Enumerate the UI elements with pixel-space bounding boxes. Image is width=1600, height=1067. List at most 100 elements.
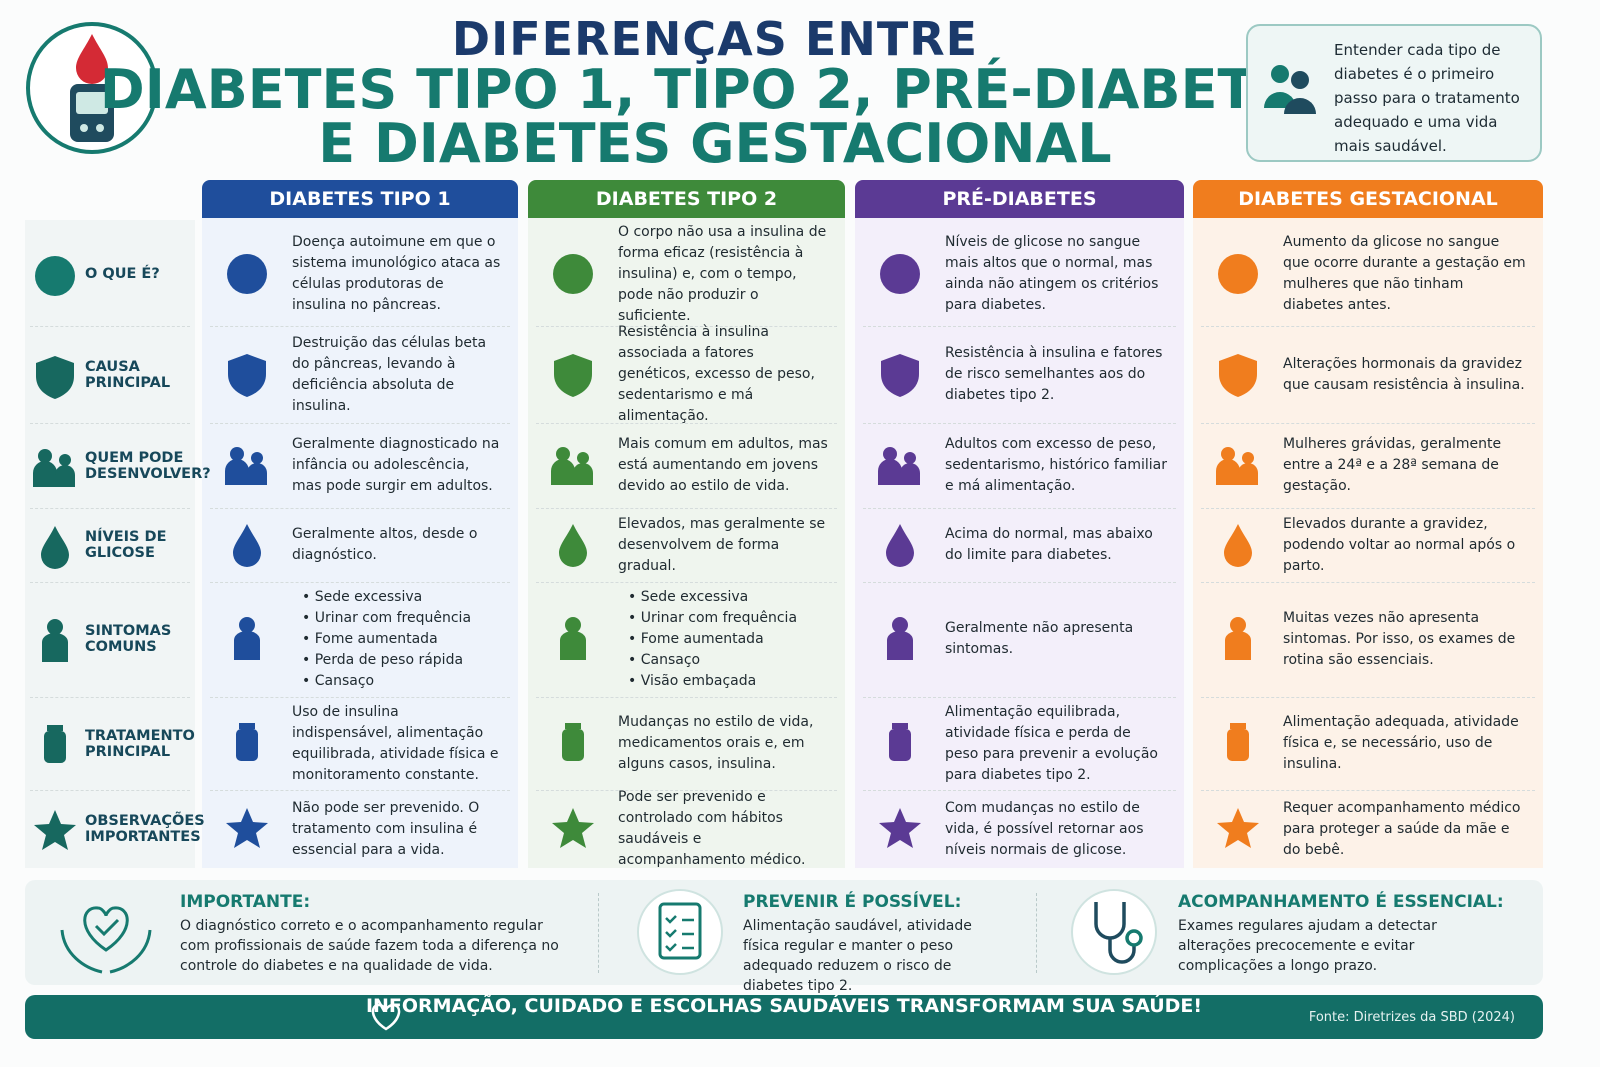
cell-text: Alimentação equilibrada, atividade físic… — [945, 697, 1179, 790]
row-label: NÍVEIS DE GLICOSE — [85, 529, 167, 561]
row-separator — [1201, 423, 1535, 424]
icon — [228, 353, 266, 397]
icon — [887, 617, 913, 660]
cell-body: Alimentação equilibrada, atividade físic… — [945, 703, 1158, 783]
cell-body: Níveis de glicose no sangue mais altos q… — [945, 234, 1159, 313]
cell-text: Sede excessivaUrinar com frequênciaFome … — [292, 582, 513, 696]
cell-text: Elevados durante a gravidez, podendo vol… — [1283, 508, 1538, 582]
divider — [598, 893, 599, 973]
cell-text: Uso de insulina indispensável, alimentaç… — [292, 697, 513, 790]
cell-text: Mulheres grávidas, geralmente entre a 24… — [1283, 423, 1538, 508]
heart-hands-icon — [60, 906, 152, 974]
bullet-list: Sede excessivaUrinar com frequênciaFome … — [292, 587, 471, 692]
cell-body: Não pode ser prevenido. O tratamento com… — [292, 799, 480, 858]
footer-title: ACOMPANHAMENTO É ESSENCIAL: — [1178, 892, 1504, 912]
heart-icon — [371, 1003, 401, 1031]
row-separator — [536, 326, 837, 327]
cell-text: O corpo não usa a insulina de forma efic… — [618, 222, 840, 326]
icon — [1218, 254, 1258, 294]
icon — [552, 808, 594, 848]
cell-text: Sede excessivaUrinar com frequênciaFome … — [618, 582, 840, 696]
icon — [42, 619, 68, 662]
cell-text: Alterações hormonais da gravidez que cau… — [1283, 326, 1538, 423]
row-separator — [30, 697, 190, 698]
cell-body: Mudanças no estilo de vida, medicamentos… — [618, 714, 814, 772]
bullet-item: Sede excessiva — [628, 587, 797, 608]
bullet-item: Urinar com frequência — [628, 608, 797, 629]
footer-item: ACOMPANHAMENTO É ESSENCIAL: Exames regula… — [1178, 892, 1508, 976]
logo — [26, 22, 158, 154]
icon — [44, 724, 66, 763]
cell-text: Resistência à insulina e fatores de risc… — [945, 326, 1179, 423]
row-separator — [210, 790, 510, 791]
icon — [889, 722, 911, 761]
cell-text: Doença autoimune em que o sistema imunol… — [292, 222, 513, 326]
title-line: E DIABETES GESTACIONAL — [318, 112, 1112, 175]
bullet-item: Cansaço — [628, 650, 797, 671]
column-header: DIABETES TIPO 2 — [528, 180, 845, 218]
icon — [886, 524, 914, 567]
bullet-item: Urinar com frequência — [302, 608, 471, 629]
cell-body: Geralmente não apresenta sintomas. — [945, 620, 1134, 657]
column-header: PRÉ-DIABETES — [855, 180, 1184, 218]
cell-body: Mais comum em adultos, mas está aumentan… — [618, 436, 828, 494]
cell-body: Uso de insulina indispensável, alimentaç… — [292, 703, 499, 783]
row-separator — [863, 423, 1176, 424]
cell-text: Requer acompanhamento médico para proteg… — [1283, 790, 1538, 868]
footer-text: Exames regulares ajudam a detectar alter… — [1178, 918, 1437, 974]
row-separator — [1201, 508, 1535, 509]
icon — [35, 256, 75, 296]
row-separator — [863, 326, 1176, 327]
cell-text: Muitas vezes não apresenta sintomas. Por… — [1283, 582, 1538, 696]
footer-text: Alimentação saudável, atividade física r… — [743, 918, 972, 994]
cell-text: Geralmente não apresenta sintomas. — [945, 582, 1179, 696]
icon — [562, 722, 584, 761]
cell-body: Acima do normal, mas abaixo do limite pa… — [945, 526, 1153, 563]
row-separator — [1201, 697, 1535, 698]
cell-text: Acima do normal, mas abaixo do limite pa… — [945, 508, 1179, 582]
banner-text: INFORMAÇÃO, CUIDADO E ESCOLHAS SAUDÁVEIS… — [365, 995, 1203, 1017]
row-separator — [210, 508, 510, 509]
divider — [1036, 893, 1037, 973]
bullet-list: Sede excessivaUrinar com frequênciaFome … — [618, 587, 797, 692]
cell-body: Alterações hormonais da gravidez que cau… — [1283, 355, 1525, 393]
cell-body: Adultos com excesso de peso, sedentarism… — [945, 436, 1168, 494]
cell-text: Níveis de glicose no sangue mais altos q… — [945, 222, 1179, 326]
row-label: OBSERVAÇÕES IMPORTANTES — [85, 813, 205, 845]
icon — [233, 524, 261, 567]
cell-text: Pode ser prevenido e controlado com hábi… — [618, 789, 840, 868]
row-separator — [863, 790, 1176, 791]
cell-body: Destruição das células beta do pâncreas,… — [292, 334, 487, 414]
intro-note: Entender cada tipo de diabetes é o prime… — [1246, 24, 1542, 162]
footer-panel — [25, 880, 1543, 985]
bullet-item: Perda de peso rápida — [302, 650, 471, 671]
icon — [879, 808, 921, 848]
cell-body: Pode ser prevenido e controlado com hábi… — [618, 789, 806, 868]
row-separator — [30, 508, 190, 509]
icon — [36, 355, 74, 399]
cell-body: Doença autoimune em que o sistema imunol… — [292, 234, 501, 313]
cell-text: Geralmente diagnosticado na infância ou … — [292, 423, 513, 508]
bullet-item: Cansaço — [302, 671, 471, 692]
row-separator — [536, 790, 837, 791]
icon — [41, 526, 69, 569]
row-separator — [30, 790, 190, 791]
footer-title: PREVENIR É POSSÍVEL: — [743, 892, 962, 912]
row-separator — [1201, 326, 1535, 327]
row-separator — [1201, 582, 1535, 583]
bullet-item: Visão embaçada — [628, 671, 797, 692]
footer-text: O diagnóstico correto e o acompanhamento… — [180, 918, 559, 974]
row-separator — [863, 508, 1176, 509]
icon — [1225, 617, 1251, 660]
icon — [1219, 353, 1257, 397]
cell-text: Resistência à insulina associada a fator… — [618, 324, 840, 424]
row-separator — [1201, 790, 1535, 791]
icon — [878, 446, 920, 485]
icon — [1217, 808, 1259, 848]
cell-body: Alimentação adequada, atividade física e… — [1283, 714, 1519, 772]
footer-title: IMPORTANTE: — [180, 892, 311, 912]
cell-body: Com mudanças no estilo de vida, é possív… — [945, 799, 1144, 858]
icon — [554, 353, 592, 397]
row-label: SINTOMAS COMUNS — [85, 623, 172, 655]
